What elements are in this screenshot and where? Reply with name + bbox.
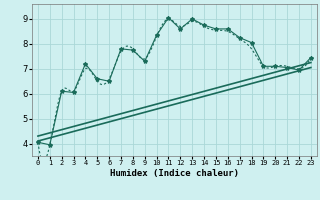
X-axis label: Humidex (Indice chaleur): Humidex (Indice chaleur): [110, 169, 239, 178]
